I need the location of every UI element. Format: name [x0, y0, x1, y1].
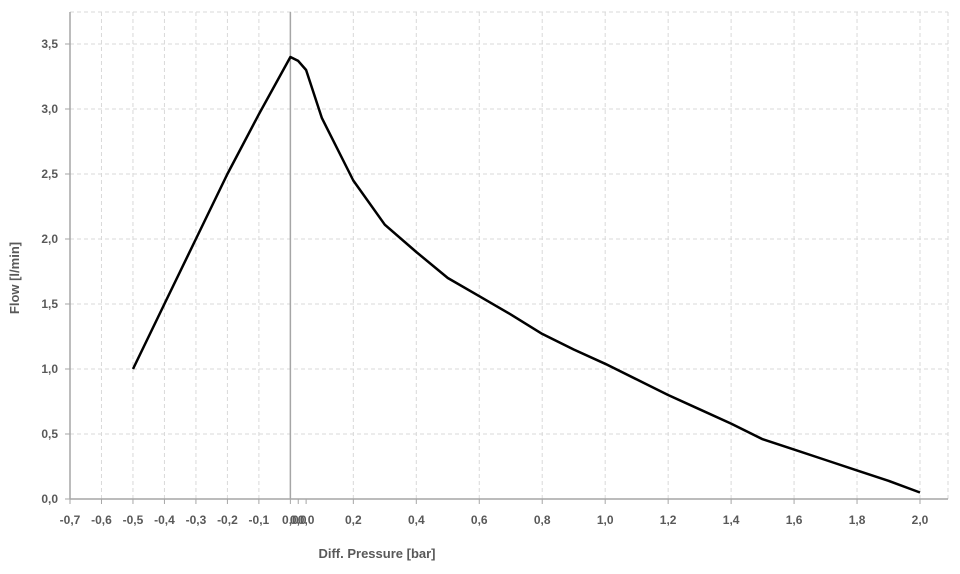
series — [131, 55, 921, 494]
x-tick-label: 0,6 — [471, 513, 488, 527]
tick-labels: 0,0 0,5 1,0 1,5 2,0 2,5 3,0 3,5 -0,7 -0,6 -0,5 -0,4… — [41, 37, 928, 527]
x-tick-label: -0,4 — [154, 513, 175, 527]
x-tick-label: 0,0 — [290, 513, 307, 527]
flow-series-line — [131, 55, 921, 494]
x-tick-label: 0,0 — [282, 513, 299, 527]
x-tick-label: -0,7 — [60, 513, 81, 527]
x-tick-label: -0,6 — [91, 513, 112, 527]
y-tick-label: 2,5 — [41, 167, 58, 181]
x-tick-label: 1,4 — [723, 513, 740, 527]
x-tick-label: 1,6 — [786, 513, 803, 527]
x-tick-label: -0,5 — [123, 513, 144, 527]
y-tick-label: 3,5 — [41, 37, 58, 51]
x-tick-label: 1,2 — [660, 513, 677, 527]
x-axis-title: Diff. Pressure [bar] — [318, 546, 435, 561]
x-tick-label: 2,0 — [912, 513, 929, 527]
x-tick-label: 0,0 — [298, 513, 315, 527]
y-tick-label: 3,0 — [41, 102, 58, 116]
y-axis-title: Flow [l/min] — [7, 242, 22, 314]
y-tick-label: 2,0 — [41, 232, 58, 246]
axes — [65, 12, 948, 504]
y-tick-label: 1,0 — [41, 362, 58, 376]
x-tick-label: 1,8 — [849, 513, 866, 527]
x-tick-label: 0,4 — [408, 513, 425, 527]
y-tick-label: 0,5 — [41, 427, 58, 441]
y-tick-label: 1,5 — [41, 297, 58, 311]
x-tick-label: -0,2 — [217, 513, 238, 527]
x-tick-label: 1,0 — [597, 513, 614, 527]
x-tick-label: 0,2 — [345, 513, 362, 527]
x-tick-label: -0,3 — [186, 513, 207, 527]
y-tick-label: 0,0 — [41, 492, 58, 506]
x-tick-label: 0,8 — [534, 513, 551, 527]
grid — [70, 11, 949, 499]
x-tick-label: -0,1 — [249, 513, 270, 527]
